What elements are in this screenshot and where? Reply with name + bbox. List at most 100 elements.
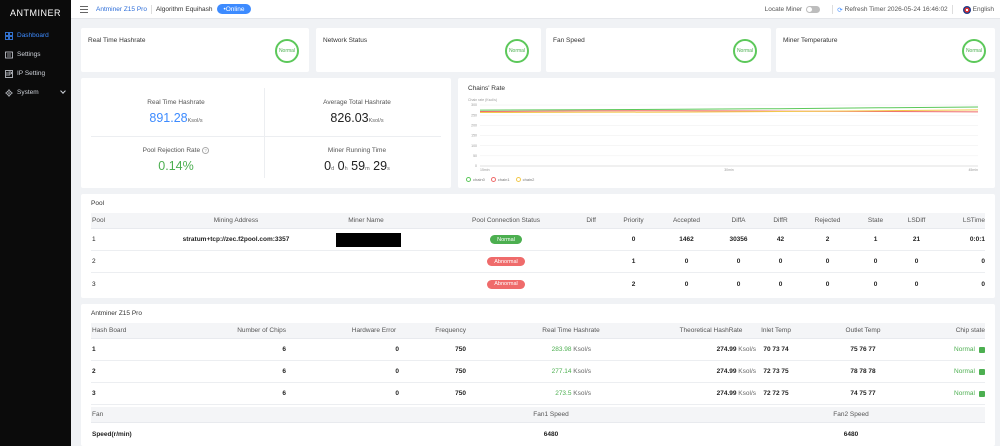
status-badge: Abnormal — [487, 257, 525, 266]
sidebar-item-dashboard[interactable]: Dashboard — [0, 26, 71, 45]
metric-label: Miner Running Time — [327, 147, 387, 154]
x-tick-label: 30min — [724, 168, 734, 172]
refresh-timer-label[interactable]: Refresh Timer — [844, 6, 886, 13]
legend-item[interactable]: chain0 — [466, 177, 485, 182]
pool-accepted: 0 — [684, 258, 689, 265]
info-icon[interactable]: ? — [201, 147, 210, 154]
column-header: Accepted — [672, 217, 701, 224]
board-hw-error: 0 — [395, 390, 399, 397]
metric-value: 826.03Ksol/s — [277, 111, 437, 125]
section-title: Pool — [91, 200, 105, 207]
pool-index: 1 — [92, 236, 96, 243]
legend-swatch — [515, 177, 521, 182]
miner-name-redacted — [336, 229, 401, 250]
metric-number: 826.03 — [330, 111, 369, 125]
y-axis-label: Chain rate (Ksol/s) — [468, 98, 497, 102]
pool-rejected: 2 — [825, 236, 830, 243]
pool-lstime: 0 — [981, 258, 985, 265]
table-row: 3 Abnormal 2 0 0 0 0 0 0 0 — [91, 273, 985, 295]
sidebar: ANTMINER Dashboard Settings IP Setting S… — [0, 0, 71, 446]
pool-state: 1 — [873, 236, 878, 243]
y-tick-label: 100 — [471, 144, 477, 148]
divider — [832, 5, 834, 14]
pool-diffr: 42 — [776, 236, 785, 243]
ip-icon — [5, 69, 13, 78]
legend-item[interactable]: chain1 — [490, 177, 510, 182]
y-tick-label: 250 — [471, 113, 477, 117]
pool-lsdiff: 0 — [914, 280, 919, 288]
column-header: Fan — [92, 411, 104, 418]
pool-lstime: 0:0:1 — [969, 236, 985, 243]
status-card-title: Fan Speed — [553, 37, 585, 44]
board-index: 1 — [92, 346, 96, 353]
locate-miner-toggle[interactable] — [806, 6, 821, 13]
board-rt-value: 283.98 — [551, 346, 572, 353]
menu-toggle-icon[interactable] — [80, 5, 88, 13]
pool-lsdiff: 0 — [914, 258, 919, 265]
metric-running-time: Miner Running Time 0d 0h 59m 29s — [277, 147, 437, 173]
online-status-badge: •Online — [217, 4, 251, 14]
legend-label: chain0 — [473, 177, 485, 182]
pool-table-header: Pool Mining Address Miner Name Pool Conn… — [91, 213, 985, 229]
hash-board-card: Antminer Z15 Pro Hash Board Number of Ch… — [81, 304, 995, 446]
column-header: Hardware Error — [351, 327, 397, 334]
brand-logo: ANTMINER — [10, 8, 61, 18]
status-ring: Normal — [733, 39, 757, 63]
status-badge: Normal — [490, 235, 522, 244]
metric-label: Pool Rejection Rate ? — [101, 147, 251, 154]
language-selector[interactable]: English — [962, 5, 994, 14]
fan-table-header: Fan Fan1 Speed Fan2 Speed — [91, 407, 985, 423]
board-chip-state: Normal — [931, 383, 985, 404]
x-tick-label: 45min — [968, 168, 978, 172]
board-theoretical-hashrate: 274.99 Ksol/s — [666, 361, 756, 382]
sidebar-item-label: System — [17, 89, 39, 96]
sidebar-item-ip-setting[interactable]: IP Setting — [0, 64, 71, 83]
board-theo-value: 274.99 — [716, 390, 737, 397]
sidebar-item-system[interactable]: System — [0, 83, 71, 102]
board-index: 3 — [92, 390, 96, 397]
status-card-network: Network Status Normal — [316, 28, 541, 72]
board-theo-unit: Ksol/s — [738, 368, 756, 375]
column-header: Frequency — [435, 327, 466, 334]
run-days: 0 — [324, 159, 332, 173]
y-tick-label: 150 — [471, 134, 477, 138]
flag-icon — [962, 5, 971, 14]
column-header: LSTime — [962, 217, 985, 224]
divider — [951, 5, 953, 14]
refresh-icon[interactable]: ⟳ — [837, 6, 843, 14]
metric-realtime-hashrate: Real Time Hashrate 891.28Ksol/s — [101, 99, 251, 125]
run-minutes: 59 — [351, 159, 366, 173]
board-chip-state: Normal — [931, 339, 985, 360]
board-table-header: Hash Board Number of Chips Hardware Erro… — [91, 323, 985, 339]
pool-accepted: 1462 — [679, 236, 694, 243]
legend-label: chain2 — [522, 177, 535, 182]
board-chips: 6 — [282, 368, 286, 375]
board-inlet-temp: 72 73 75 — [763, 368, 789, 375]
pool-priority: 1 — [631, 258, 636, 265]
column-header: Fan1 Speed — [533, 411, 569, 418]
chevron-down-icon[interactable] — [60, 88, 66, 94]
metric-label: Average Total Hashrate — [323, 99, 391, 106]
run-seconds-unit: s — [387, 166, 390, 172]
sidebar-item-settings[interactable]: Settings — [0, 45, 71, 64]
pool-lstime: 0 — [981, 280, 985, 288]
status-card-fan: Fan Speed Normal — [546, 28, 771, 72]
metric-label: Real Time Hashrate — [147, 99, 205, 106]
sidebar-item-label: Settings — [17, 51, 41, 58]
metric-value: 0d 0h 59m 29s — [277, 159, 437, 173]
board-outlet-temp: 74 75 77 — [850, 390, 876, 397]
hashrate-metrics-card: Real Time Hashrate 891.28Ksol/s Average … — [81, 78, 451, 188]
mining-address — [161, 251, 311, 272]
board-index: 2 — [92, 368, 96, 375]
metric-value: 891.28Ksol/s — [101, 111, 251, 125]
run-seconds: 29 — [373, 159, 388, 173]
column-header: DiffR — [773, 217, 788, 224]
board-chips: 6 — [282, 390, 286, 397]
table-row: 2 Abnormal 1 0 0 0 0 0 0 0 — [91, 251, 985, 273]
column-header: DiffA — [731, 217, 746, 224]
metric-unit: Ksol/s — [187, 118, 203, 124]
legend-item[interactable]: chain2 — [515, 177, 535, 182]
top-header: Antminer Z15 Pro Algorithm Equihash •Onl… — [71, 0, 1000, 19]
chip-state-label: Normal — [954, 346, 975, 353]
chip-state-label: Normal — [954, 390, 975, 397]
